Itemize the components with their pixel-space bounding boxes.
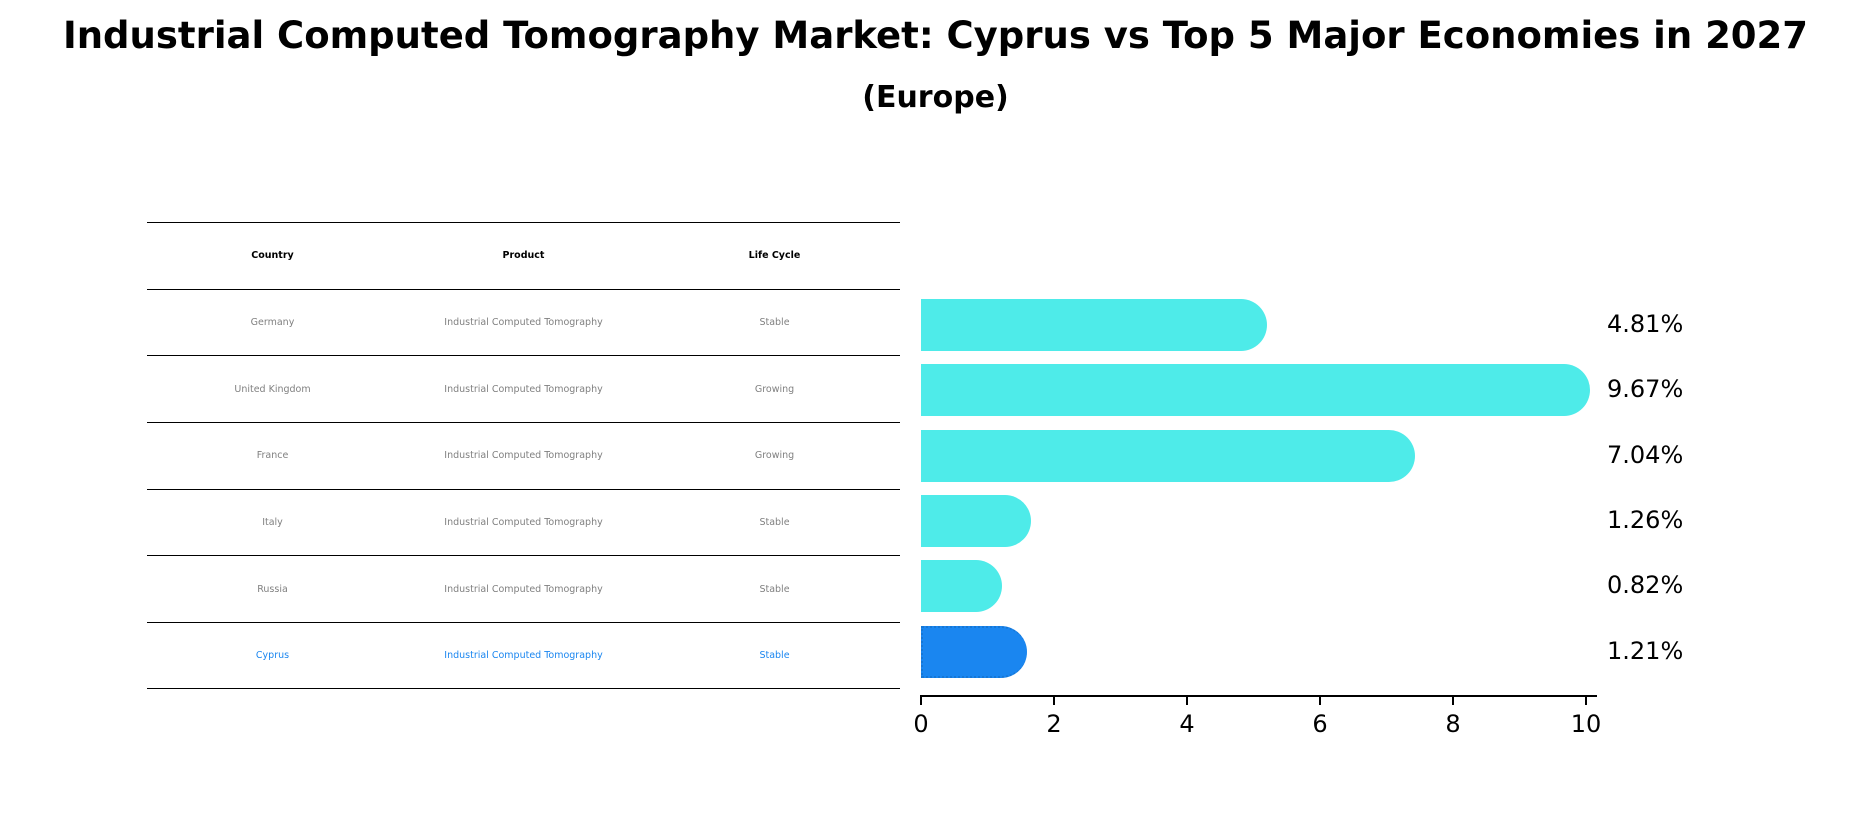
x-axis-tick-label: 4	[1179, 710, 1195, 738]
x-axis-tick	[1585, 697, 1587, 705]
cell-product: Industrial Computed Tomography	[444, 649, 603, 661]
table-row: Russia Industrial Computed Tomography St…	[147, 555, 900, 622]
x-axis-tick	[1452, 697, 1454, 705]
bar-value-label: 0.82%	[1607, 571, 1684, 600]
cell-country: Cyprus	[255, 649, 290, 661]
table-row: Italy Industrial Computed Tomography Sta…	[147, 488, 900, 556]
x-axis-line	[920, 695, 1597, 697]
x-axis-tick-label: 10	[1570, 710, 1602, 738]
bar-france	[921, 429, 1416, 482]
cell-life-cycle: Stable	[759, 517, 790, 529]
cell-product: Industrial Computed Tomography	[444, 450, 603, 462]
cell-life-cycle: Growing	[754, 450, 795, 462]
data-table: Country Product Life Cycle Germany Indus…	[147, 222, 900, 689]
column-header-life-cycle: Life Cycle	[748, 250, 801, 262]
bar-value-label: 4.81%	[1607, 310, 1684, 338]
cell-country: United Kingdom	[234, 383, 311, 395]
x-axis-tick	[1053, 697, 1055, 705]
x-axis-tick	[920, 697, 922, 705]
cell-country: Italy	[262, 517, 283, 529]
x-axis-tick-label: 6	[1312, 710, 1328, 738]
bar-value-label: 1.21%	[1607, 636, 1684, 665]
bar-value-label: 1.26%	[1607, 505, 1684, 534]
chart-subtitle: (Europe)	[862, 80, 1009, 115]
cell-life-cycle: Growing	[754, 383, 795, 395]
column-header-product: Product	[502, 250, 545, 262]
cell-country: Germany	[250, 317, 295, 329]
table-row: Germany Industrial Computed Tomography S…	[147, 288, 900, 356]
bar-germany	[921, 299, 1267, 351]
bar-value-label: 7.04%	[1607, 440, 1684, 469]
cell-life-cycle: Stable	[759, 583, 790, 595]
cell-country: Russia	[257, 583, 288, 595]
bar-cyprus	[921, 625, 1028, 678]
table-header-row: Country Product Life Cycle	[147, 222, 900, 289]
bar-united-kingdom	[921, 364, 1591, 417]
x-axis-tick	[1186, 697, 1188, 705]
table-row: United Kingdom Industrial Computed Tomog…	[147, 355, 900, 422]
x-axis-tick-label: 8	[1445, 710, 1461, 738]
bar-russia	[921, 560, 1002, 613]
cell-life-cycle: Stable	[759, 649, 790, 661]
column-header-country: Country	[251, 250, 294, 262]
cell-product: Industrial Computed Tomography	[444, 317, 603, 329]
cell-product: Industrial Computed Tomography	[444, 583, 603, 595]
bar-italy	[921, 494, 1031, 547]
x-axis-tick-label: 2	[1046, 710, 1062, 738]
bar-value-label: 9.67%	[1607, 375, 1684, 404]
table-row: France Industrial Computed Tomography Gr…	[147, 422, 900, 489]
cell-country: France	[256, 450, 289, 462]
cell-product: Industrial Computed Tomography	[444, 383, 603, 395]
x-axis-tick	[1319, 697, 1321, 705]
chart-title: Industrial Computed Tomography Market: C…	[62, 14, 1809, 57]
table-row-highlighted: Cyprus Industrial Computed Tomography St…	[147, 622, 900, 689]
cell-life-cycle: Stable	[759, 317, 790, 329]
cell-product: Industrial Computed Tomography	[444, 517, 603, 529]
x-axis-tick-label: 0	[913, 710, 929, 738]
